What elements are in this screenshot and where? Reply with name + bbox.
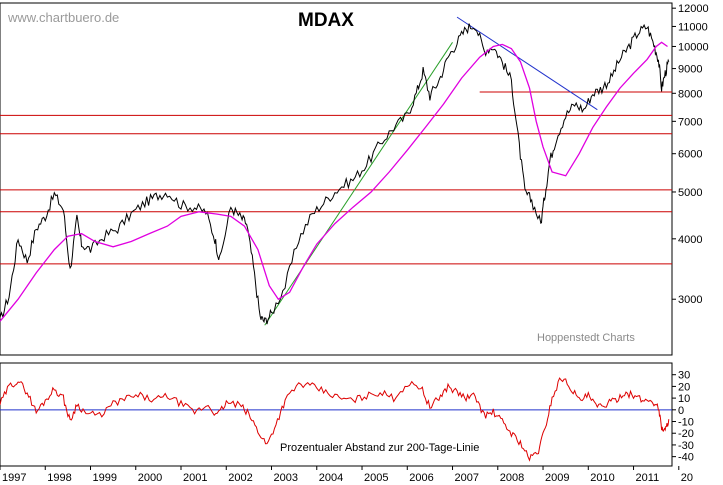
x-tick-label: 2004 — [319, 472, 343, 484]
indicator-y-tick-label: 10 — [678, 393, 690, 405]
indicator-plot — [0, 377, 672, 462]
x-tick-label: 2000 — [138, 472, 162, 484]
indicator-y-tick-label: 0 — [678, 405, 684, 417]
distance-200-day-line — [0, 377, 670, 462]
data-source-credit: Hoppenstedt Charts — [537, 332, 635, 344]
x-tick-label: 1997 — [2, 472, 26, 484]
axes: 3000 4000 5000 6000 7000 8000 9000 10000 11000 12… — [0, 3, 709, 484]
x-tick-label: 2011 — [636, 472, 660, 484]
x-tick-label: 2005 — [364, 472, 388, 484]
x-tick-label: 2003 — [274, 472, 298, 484]
price-plot — [0, 16, 672, 326]
x-tick-label: 2009 — [545, 472, 569, 484]
trendline-1 — [456, 16, 598, 111]
x-tick-label: 2010 — [590, 472, 614, 484]
price-y-tick-label: 8000 — [678, 88, 702, 100]
x-tick-label: 2006 — [409, 472, 433, 484]
moving-average-200-line — [0, 41, 668, 322]
x-tick-label: 2002 — [228, 472, 252, 484]
price-y-tick-label: 6000 — [678, 149, 702, 161]
x-tick-label: 2001 — [183, 472, 207, 484]
indicator-label: Prozentualer Abstand zur 200-Tage-Linie — [280, 442, 480, 454]
chart-title: MDAX — [298, 10, 354, 31]
x-tick-label: 1998 — [47, 472, 71, 484]
indicator-y-tick-label: 30 — [678, 370, 690, 382]
x-tick-label: 2007 — [455, 472, 479, 484]
price-panel-frame — [0, 2, 673, 356]
mdax-price-line — [0, 23, 670, 325]
price-y-tick-label: 9000 — [678, 64, 702, 76]
price-y-tick-label: 3000 — [678, 294, 702, 306]
price-y-tick-label: 5000 — [678, 187, 702, 199]
price-y-tick-label: 10000 — [678, 41, 709, 53]
x-tick-label: 1999 — [93, 472, 117, 484]
site-watermark: www.chartbuero.de — [8, 10, 120, 25]
indicator-y-tick-label: 20 — [678, 381, 690, 393]
indicator-y-tick-label: -20 — [678, 428, 694, 440]
indicator-y-tick-label: -40 — [678, 452, 694, 464]
x-tick-label: 20 — [681, 472, 693, 484]
indicator-y-tick-label: -10 — [678, 417, 694, 429]
price-y-tick-label: 11000 — [678, 21, 708, 33]
price-y-tick-label: 4000 — [678, 234, 702, 246]
indicator-y-tick-label: -30 — [678, 440, 694, 452]
price-y-tick-label: 12000 — [678, 3, 709, 15]
trendline-0 — [264, 42, 453, 326]
indicator-panel-frame — [0, 362, 673, 467]
price-y-tick-label: 7000 — [678, 116, 702, 128]
x-tick-label: 2008 — [500, 472, 524, 484]
